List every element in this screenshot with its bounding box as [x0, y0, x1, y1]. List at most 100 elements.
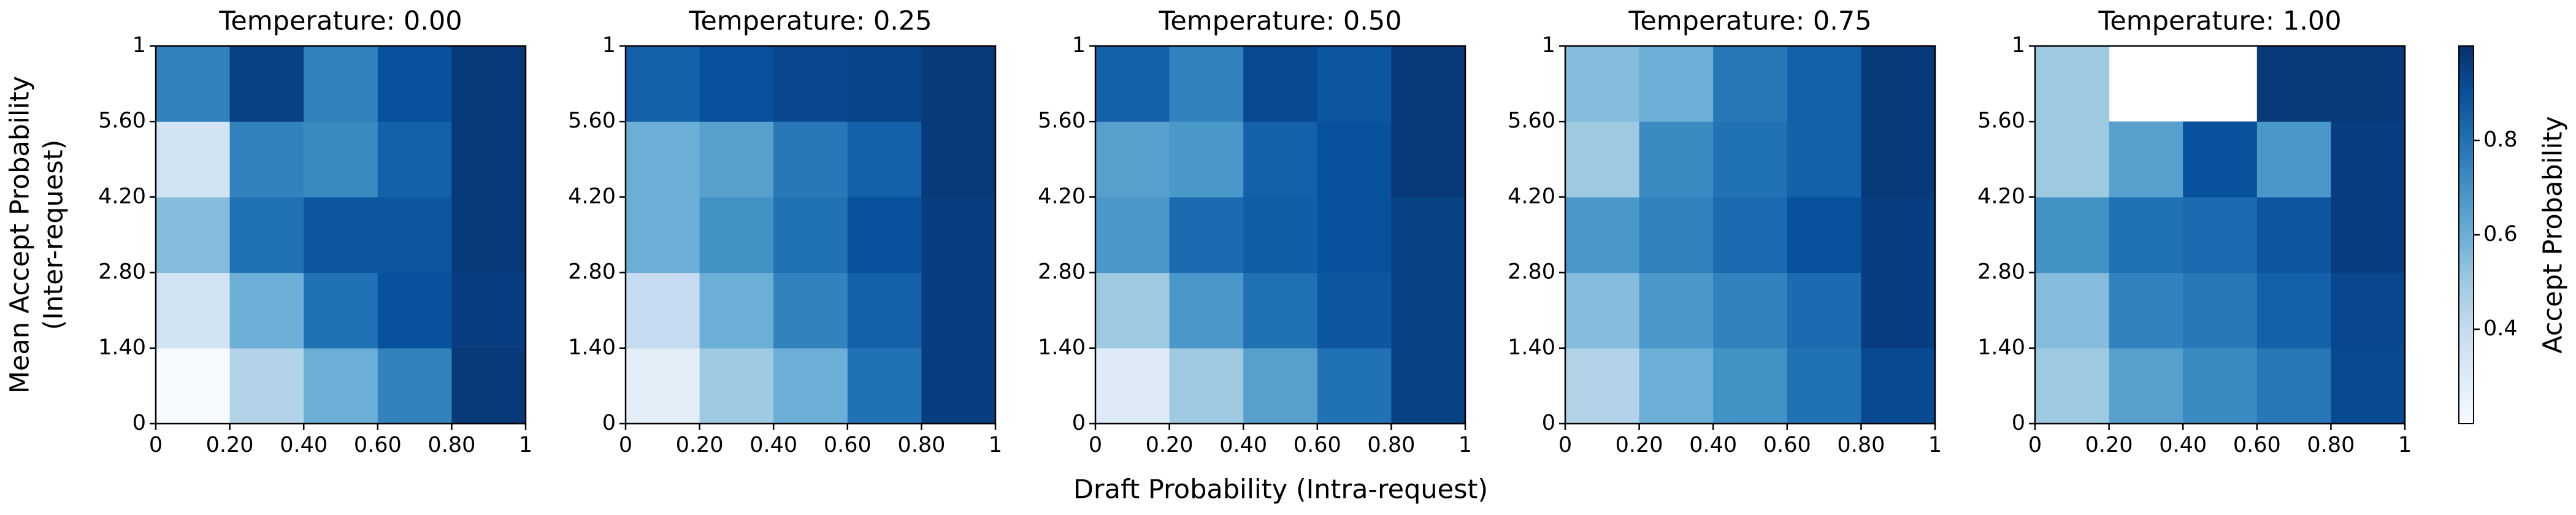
heatmap-cell	[699, 272, 774, 349]
heatmap-cell	[1391, 272, 1466, 349]
x-tick-label: 0.20	[1146, 433, 1194, 457]
y-tick-label: 0	[132, 411, 146, 435]
y-tick-label: 5.60	[1508, 109, 1555, 133]
heatmap-cell	[1861, 46, 1936, 122]
heatmap-cell	[229, 272, 304, 349]
heatmap-cell	[2256, 272, 2331, 349]
y-tick-label: 0	[1542, 411, 1555, 435]
axes-frame	[624, 45, 997, 425]
x-tick-label: 0.80	[2307, 433, 2355, 457]
heatmap-cell	[304, 46, 378, 122]
x-tick-label: 0.60	[824, 433, 872, 457]
heatmap-cell	[377, 197, 452, 273]
panel-title: Temperature: 0.75	[1628, 6, 1871, 37]
y-tick-label: 5.60	[1038, 109, 1086, 133]
heatmap-cell	[1787, 121, 1861, 197]
x-tick-label: 0.20	[676, 433, 724, 457]
heatmap-cell	[2256, 197, 2331, 273]
heatmap-cell	[1243, 348, 1318, 424]
heatmap-cell	[2035, 197, 2110, 273]
colorbar-tick-label: 0.8	[2483, 128, 2518, 152]
y-tick-label: 2.80	[1977, 260, 2025, 284]
heatmap-cell	[2183, 348, 2258, 424]
heatmap-cell	[2109, 197, 2183, 273]
axes-frame	[1564, 45, 1936, 425]
y-tick-label: 1	[132, 33, 146, 58]
heatmap-cell	[1317, 46, 1392, 122]
heatmap-cell	[229, 121, 304, 197]
x-tick-label: 0.40	[2159, 433, 2207, 457]
heatmap-cell	[1169, 46, 1244, 122]
y-tick-label: 0	[1072, 411, 1086, 435]
heatmap-cell	[921, 121, 996, 197]
panel-title: Temperature: 1.00	[2098, 6, 2341, 37]
heatmap-cell	[773, 348, 848, 424]
y-axis-label: Mean Accept Probability	[5, 76, 36, 394]
heatmap-cell	[1565, 46, 1640, 122]
panel-title: Temperature: 0.00	[218, 6, 462, 37]
x-tick-label: 0	[1558, 433, 1572, 457]
x-tick-label: 0.60	[2233, 433, 2281, 457]
heatmap-cell	[2109, 272, 2183, 349]
heatmap-cell	[156, 197, 231, 273]
heatmap-cell	[1861, 121, 1936, 197]
heatmap-cell	[377, 121, 452, 197]
heatmap-cell	[1243, 46, 1318, 122]
heatmap-cell	[156, 348, 231, 424]
panel-title: Temperature: 0.25	[688, 6, 932, 37]
heatmap-cell	[304, 197, 378, 273]
heatmap-cell	[699, 348, 774, 424]
heatmap-cell	[1169, 121, 1244, 197]
colorbar	[2458, 45, 2474, 424]
y-tick-label: 1.40	[1977, 335, 2025, 360]
heatmap-cell	[156, 46, 231, 122]
heatmap-cell	[1713, 348, 1788, 424]
heatmap-cell	[451, 272, 526, 349]
heatmap-cell	[2183, 197, 2258, 273]
panel-title: Temperature: 0.50	[1158, 6, 1401, 37]
y-axis-label: (Inter-request)	[39, 140, 69, 330]
y-tick-label: 1	[1542, 33, 1555, 58]
heatmap-cell	[1787, 197, 1861, 273]
heatmap-cell	[2331, 121, 2405, 197]
heatmap-cell	[1861, 272, 1936, 349]
heatmap-cell	[1565, 348, 1640, 424]
x-tick-label: 0.40	[1219, 433, 1267, 457]
y-tick-label: 5.60	[568, 109, 616, 133]
x-tick-label: 0	[2028, 433, 2042, 457]
heatmap-cell	[1095, 121, 1170, 197]
heatmap-cell	[626, 46, 700, 122]
heatmap-cell	[921, 46, 996, 122]
heatmap-cell	[626, 197, 700, 273]
heatmap-cell	[304, 121, 378, 197]
heatmap-cell	[1787, 272, 1861, 349]
heatmap-cell	[2109, 348, 2183, 424]
y-tick-label: 1.40	[1038, 335, 1086, 360]
x-tick-label: 1	[1928, 433, 1942, 457]
heatmap-cell	[1565, 197, 1640, 273]
heatmap-cell	[451, 197, 526, 273]
heatmap-cell	[1639, 46, 1714, 122]
heatmap-cell	[451, 121, 526, 197]
heatmap-cell	[156, 121, 231, 197]
x-tick-label: 0.40	[749, 433, 797, 457]
heatmap-cell	[2331, 197, 2405, 273]
heatmap-cell	[2183, 121, 2258, 197]
x-tick-label: 1	[1459, 433, 1472, 457]
y-tick-label: 2.80	[1508, 260, 1555, 284]
heatmap-cell	[847, 197, 922, 273]
y-tick-label: 0	[2012, 411, 2025, 435]
x-tick-label: 0	[149, 433, 163, 457]
heatmap-cell	[1391, 197, 1466, 273]
heatmap-cell	[2183, 272, 2258, 349]
heatmap-cell	[847, 46, 922, 122]
heatmap-cell	[2109, 121, 2183, 197]
heatmap-cell	[847, 348, 922, 424]
y-tick-label: 5.60	[98, 109, 146, 133]
x-tick-label: 0	[619, 433, 632, 457]
heatmap-cell	[156, 272, 231, 349]
heatmap-cell	[699, 121, 774, 197]
heatmap-cell	[1565, 121, 1640, 197]
